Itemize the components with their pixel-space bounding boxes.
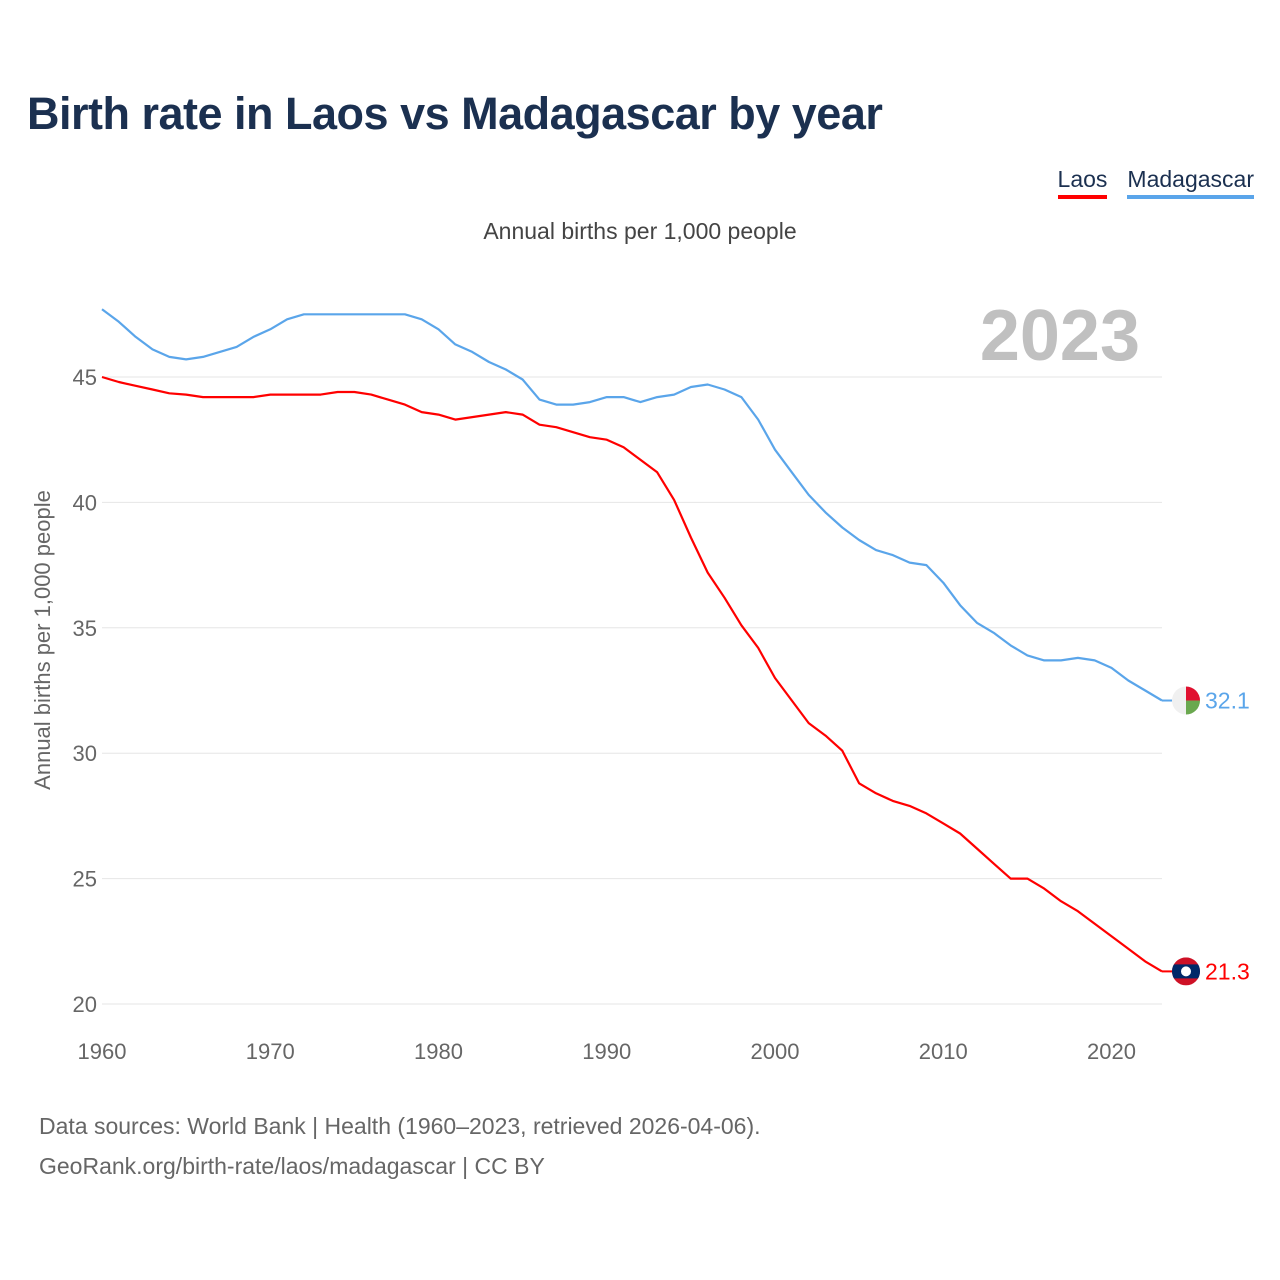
end-value-label: 21.3 <box>1205 958 1250 984</box>
flag-graphic <box>1172 957 1200 986</box>
flag-red <box>1186 686 1200 701</box>
y-tick-label: 35 <box>73 616 97 641</box>
y-tick-label: 25 <box>73 867 97 892</box>
year-watermark: 2023 <box>980 296 1140 376</box>
series-line-madagascar <box>101 308 1163 702</box>
series-line-laos <box>101 375 1163 973</box>
flag-white <box>1172 686 1200 715</box>
source-link[interactable]: GeoRank.org/birth-rate/laos/madagascar |… <box>39 1153 545 1179</box>
x-tick-label: 2020 <box>1087 1039 1136 1064</box>
x-tick-label: 1960 <box>78 1039 127 1064</box>
flag-red <box>1172 957 1200 986</box>
legend: Laos Madagascar <box>1057 166 1254 199</box>
data-source: Data sources: World Bank | Health (1960–… <box>39 1113 761 1139</box>
laos-flag-icon <box>1172 957 1200 986</box>
x-tick-label: 2010 <box>919 1039 968 1064</box>
flag-disc <box>1181 966 1191 977</box>
end-value-label: 32.1 <box>1205 688 1250 714</box>
y-tick-label: 30 <box>73 741 97 766</box>
madagascar-flag-icon <box>1172 686 1200 715</box>
flag-blue <box>1172 964 1200 979</box>
flag-green <box>1186 700 1200 715</box>
x-tick-label: 1970 <box>246 1039 295 1064</box>
flag-graphic <box>1172 686 1200 715</box>
chart-subtitle: Annual births per 1,000 people <box>483 218 797 244</box>
legend-item-madagascar[interactable]: Madagascar <box>1127 166 1254 199</box>
y-axis-label: Annual births per 1,000 people <box>30 490 55 790</box>
y-tick-label: 20 <box>73 992 97 1017</box>
y-tick-label: 45 <box>73 365 97 390</box>
chart-title: Birth rate in Laos vs Madagascar by year <box>27 88 883 139</box>
legend-item-laos[interactable]: Laos <box>1057 166 1108 199</box>
x-tick-label: 1990 <box>582 1039 631 1064</box>
y-tick-label: 40 <box>73 490 97 515</box>
x-tick-label: 1980 <box>414 1039 463 1064</box>
x-tick-label: 2000 <box>751 1039 800 1064</box>
footer: Data sources: World Bank | Health (1960–… <box>39 1106 761 1186</box>
